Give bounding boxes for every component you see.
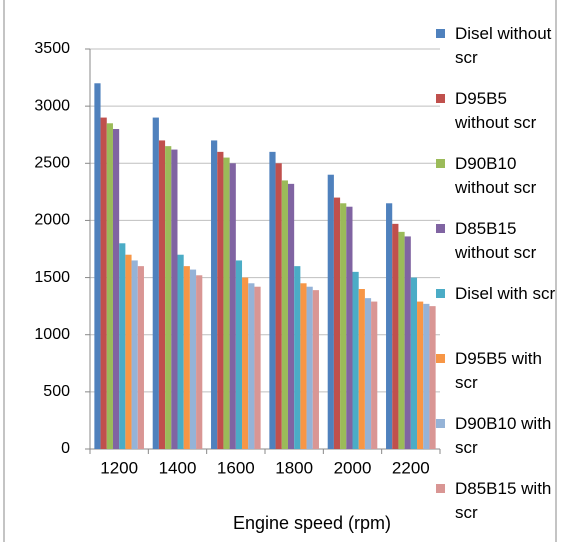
bar	[137, 266, 144, 449]
legend-item: Disel with scr	[436, 282, 561, 347]
bar	[300, 283, 307, 449]
legend-item: D90B10 without scr	[436, 152, 561, 217]
x-tick-label: 1400	[159, 458, 197, 477]
bar	[211, 140, 218, 449]
bar	[364, 298, 372, 449]
bar	[106, 123, 113, 450]
legend-swatch	[436, 224, 445, 233]
bar	[152, 117, 159, 450]
bar	[235, 260, 243, 449]
y-tick-label: 2000	[34, 212, 70, 229]
bar	[217, 151, 224, 449]
legend-item: D95B5 without scr	[436, 87, 561, 152]
bar	[312, 290, 319, 449]
legend-label: D85B15 with scr	[455, 479, 552, 522]
legend-label: D90B10 without scr	[455, 154, 537, 197]
bar	[177, 254, 184, 449]
legend-item: Disel without scr	[436, 22, 561, 87]
bar	[410, 277, 418, 449]
x-tick-label: 2200	[392, 458, 430, 477]
y-tick-label: 500	[43, 383, 70, 400]
bar	[327, 174, 334, 449]
legend-swatch	[436, 29, 445, 38]
bar	[158, 140, 166, 449]
bar	[358, 289, 365, 449]
bar	[333, 197, 341, 449]
bar	[248, 283, 255, 449]
bar	[165, 146, 172, 449]
legend-swatch	[436, 159, 445, 168]
legend-swatch	[436, 94, 445, 103]
y-tick-label: 0	[61, 440, 70, 457]
bar	[281, 180, 288, 449]
x-axis-label: Engine speed (rpm)	[233, 513, 391, 533]
legend: Disel without scr D95B5 without scr D90B10…	[436, 22, 561, 542]
legend-item: D95B5 with scr	[436, 347, 561, 412]
bar	[275, 163, 282, 450]
y-tick-label: 1500	[34, 269, 70, 286]
y-tick-label: 3000	[34, 97, 70, 114]
bar	[119, 243, 126, 449]
y-tick-label: 3500	[34, 40, 70, 57]
bar	[306, 286, 313, 449]
bar	[100, 117, 107, 450]
x-tick-label: 1200	[100, 458, 138, 477]
legend-label: D95B5 with scr	[455, 349, 542, 392]
bar	[242, 277, 249, 449]
bar	[229, 163, 236, 450]
bar	[223, 157, 230, 450]
bar	[352, 271, 359, 449]
bar	[254, 286, 261, 449]
bar	[196, 275, 203, 449]
y-tick-label: 2500	[34, 155, 70, 172]
x-tick-label: 1600	[217, 458, 255, 477]
bar	[131, 260, 138, 449]
legend-item: D90B10 with scr	[436, 412, 561, 477]
y-tick-label: 1000	[34, 326, 70, 343]
bar	[417, 301, 424, 449]
bar	[125, 254, 132, 449]
legend-item: D85B15 with scr	[436, 477, 561, 542]
legend-swatch	[436, 354, 445, 363]
bar	[346, 206, 353, 449]
legend-swatch	[436, 419, 445, 428]
bar	[392, 223, 399, 449]
bar	[171, 149, 178, 450]
bar	[340, 203, 347, 449]
legend-label: D90B10 with scr	[455, 414, 552, 457]
bar	[386, 203, 393, 449]
bar	[404, 236, 411, 449]
legend-label: D85B15 without scr	[455, 219, 537, 262]
bar	[371, 301, 378, 449]
bar	[423, 303, 430, 449]
x-tick-label: 2000	[334, 458, 372, 477]
legend-label: Disel without scr	[455, 24, 552, 67]
legend-swatch	[436, 484, 445, 493]
bar	[183, 266, 190, 449]
legend-label: Disel with scr	[455, 284, 556, 303]
bar	[112, 129, 120, 449]
bar	[189, 269, 197, 449]
legend-swatch	[436, 289, 445, 298]
x-tick-label: 1800	[275, 458, 313, 477]
bar	[287, 183, 295, 449]
legend-item: D85B15 without scr	[436, 217, 561, 282]
bar	[294, 266, 301, 449]
legend-label: D95B5 without scr	[455, 89, 537, 132]
bar	[429, 306, 436, 449]
bar	[269, 151, 276, 449]
bar	[398, 231, 405, 449]
bar	[94, 83, 101, 450]
